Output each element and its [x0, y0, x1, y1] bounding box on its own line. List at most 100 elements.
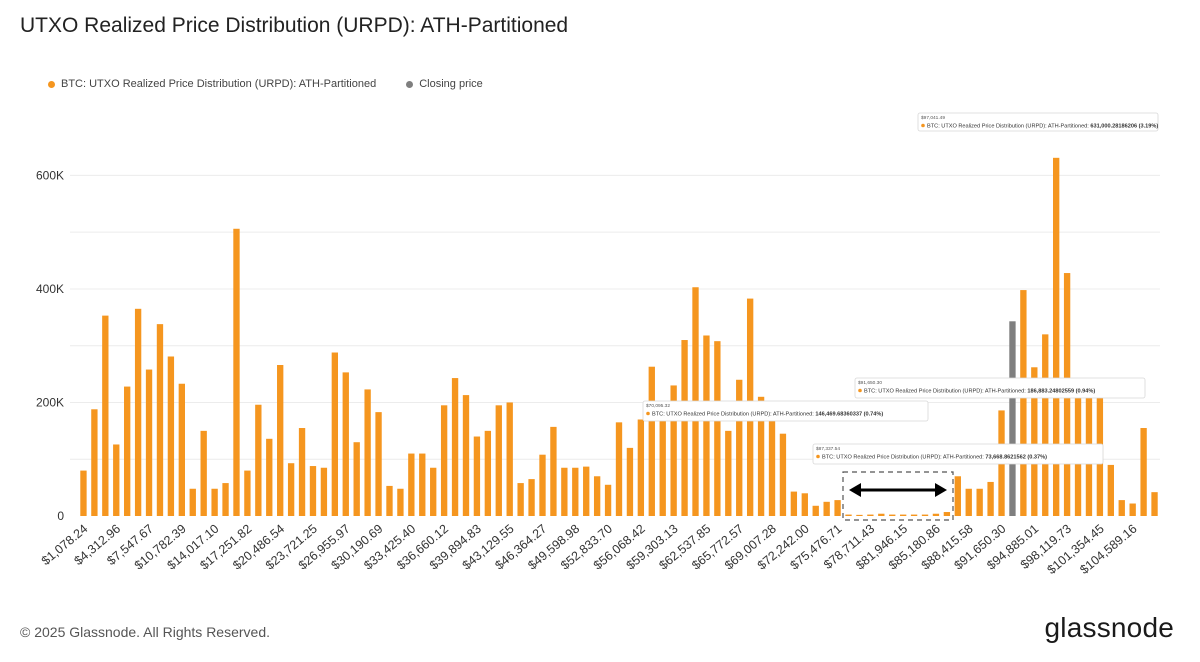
bar[interactable] — [1140, 428, 1147, 516]
bar[interactable] — [943, 512, 951, 516]
bar[interactable] — [583, 466, 590, 516]
bar[interactable] — [615, 422, 623, 516]
legend-item-closing-price[interactable]: Closing price — [406, 78, 483, 90]
bar[interactable] — [397, 488, 404, 516]
bar[interactable] — [473, 436, 481, 516]
bar[interactable] — [932, 513, 940, 516]
bar[interactable] — [222, 483, 229, 516]
legend-item-series[interactable]: BTC: UTXO Realized Price Distribution (U… — [48, 78, 376, 90]
bar[interactable] — [659, 419, 666, 517]
bar[interactable] — [134, 308, 142, 516]
bar[interactable] — [440, 405, 448, 516]
bar[interactable] — [331, 352, 339, 516]
bar[interactable] — [528, 479, 535, 516]
bar[interactable] — [386, 485, 393, 516]
bar[interactable] — [255, 404, 262, 516]
bar[interactable] — [495, 405, 502, 516]
bar[interactable] — [768, 420, 776, 516]
bar[interactable] — [1107, 464, 1114, 516]
bar[interactable] — [430, 467, 437, 516]
bar[interactable] — [539, 454, 546, 516]
bar[interactable] — [856, 514, 863, 516]
bar[interactable] — [976, 488, 983, 516]
bar[interactable] — [277, 365, 284, 516]
bar[interactable] — [287, 463, 295, 516]
annotation-tooltip: $97,041.49 BTC: UTXO Realized Price Distr… — [917, 112, 1159, 132]
bar[interactable] — [703, 335, 710, 516]
bar[interactable] — [572, 467, 579, 516]
bar[interactable] — [845, 514, 852, 516]
bar[interactable] — [1042, 334, 1049, 516]
bar[interactable] — [517, 483, 524, 516]
bar[interactable] — [823, 501, 830, 516]
bar[interactable] — [757, 396, 765, 516]
bar[interactable] — [921, 514, 929, 516]
bar[interactable] — [550, 426, 557, 516]
bar[interactable] — [714, 341, 721, 516]
bar[interactable] — [506, 402, 513, 516]
bar[interactable] — [910, 514, 918, 516]
bar[interactable] — [200, 430, 207, 516]
legend-closing-label: Closing price — [419, 78, 483, 90]
tooltip-text: BTC: UTXO Realized Price Distribution (U… — [864, 389, 1095, 395]
bar[interactable] — [408, 453, 415, 516]
bar[interactable] — [167, 356, 175, 516]
bar[interactable] — [320, 467, 328, 516]
bar[interactable] — [561, 467, 568, 516]
bar[interactable] — [484, 430, 492, 516]
bar[interactable] — [178, 383, 185, 516]
bar[interactable] — [1053, 157, 1060, 517]
bar[interactable] — [91, 409, 98, 516]
bar[interactable] — [736, 379, 743, 516]
bar[interactable] — [637, 419, 645, 517]
chart-title: UTXO Realized Price Distribution (URPD):… — [20, 14, 569, 37]
bar[interactable] — [211, 488, 218, 516]
bar[interactable] — [80, 470, 87, 516]
bar[interactable] — [899, 514, 907, 516]
bar[interactable] — [353, 442, 360, 516]
bar[interactable] — [725, 430, 732, 516]
bar[interactable] — [145, 369, 153, 516]
bar[interactable] — [987, 481, 994, 516]
bar[interactable] — [867, 514, 874, 516]
bar[interactable] — [648, 366, 655, 516]
bar[interactable] — [233, 228, 240, 517]
bar[interactable] — [889, 514, 896, 516]
bar[interactable] — [102, 315, 109, 516]
bar[interactable] — [670, 385, 677, 516]
bar[interactable] — [878, 513, 885, 516]
bar[interactable] — [156, 324, 164, 516]
bar[interactable] — [834, 500, 841, 516]
bar[interactable] — [113, 444, 120, 516]
bar[interactable] — [790, 491, 798, 516]
bar[interactable] — [812, 505, 819, 516]
bar[interactable] — [1031, 367, 1038, 516]
bar[interactable] — [451, 378, 459, 516]
bar[interactable] — [298, 428, 306, 516]
legend-closing-dot-icon — [406, 80, 414, 88]
bar[interactable] — [309, 466, 317, 516]
bar[interactable] — [266, 438, 273, 516]
bar[interactable] — [189, 488, 196, 516]
bar[interactable] — [593, 476, 601, 516]
bar[interactable] — [1020, 290, 1027, 516]
bar[interactable] — [604, 484, 612, 516]
bar[interactable] — [1151, 492, 1158, 516]
bar[interactable] — [954, 476, 961, 516]
bar[interactable] — [1118, 500, 1125, 516]
bar[interactable] — [462, 395, 470, 516]
bar[interactable] — [965, 488, 972, 516]
bar[interactable] — [419, 453, 426, 516]
bar[interactable] — [375, 412, 382, 516]
bar[interactable] — [681, 340, 688, 516]
tooltip-value: 146,469.68360337 (0.74%) — [815, 412, 883, 418]
bar[interactable] — [626, 447, 634, 516]
closing-price-bar[interactable] — [1009, 321, 1016, 516]
bar[interactable] — [801, 493, 808, 516]
bar[interactable] — [1129, 503, 1136, 516]
bar[interactable] — [244, 470, 251, 516]
bar[interactable] — [779, 433, 787, 516]
bar[interactable] — [342, 372, 349, 516]
bar[interactable] — [364, 389, 371, 516]
bar[interactable] — [124, 386, 131, 516]
